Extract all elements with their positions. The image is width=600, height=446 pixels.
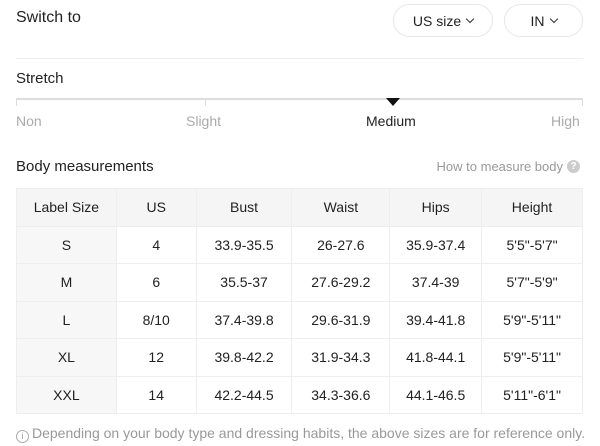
table-cell: 35.5-37 (195, 263, 293, 302)
table-cell: 41.8-44.1 (389, 338, 483, 377)
table-cell: 33.9-35.5 (195, 225, 293, 264)
table-cell: 5'5"-5'7" (481, 225, 583, 264)
info-icon: i (16, 430, 29, 443)
table-cell: 26-27.6 (291, 225, 391, 264)
table-cell: 8/10 (115, 300, 197, 339)
scale-tick (205, 98, 206, 106)
table-cell: 14 (115, 375, 197, 414)
table-cell: XXL (16, 375, 117, 414)
table-cell: L (16, 300, 117, 339)
stretch-level-slight: Slight (186, 113, 222, 129)
table-cell: 39.8-42.2 (195, 338, 293, 377)
table-row: M 6 35.5-37 27.6-29.2 37.4-39 5'7"-5'9" (16, 263, 583, 302)
footnote: i Depending on your body type and dressin… (16, 425, 585, 443)
stretch-marker-icon (386, 98, 400, 106)
stretch-title: Stretch (16, 70, 64, 87)
how-to-measure-link[interactable]: How to measure body? (437, 159, 580, 174)
table-cell: 35.9-37.4 (389, 225, 483, 264)
how-to-measure-label: How to measure body (436, 159, 563, 174)
table-cell: S (16, 225, 117, 264)
column-header: US (115, 188, 197, 227)
body-measurements-title: Body measurements (16, 158, 154, 175)
chevron-down-icon (465, 14, 475, 23)
stretch-level-medium: Medium (366, 113, 416, 129)
chevron-down-icon (549, 14, 558, 23)
table-cell: 5'7"-5'9" (481, 263, 583, 302)
table-cell: 42.2-44.5 (195, 375, 293, 414)
unit-value: IN (530, 12, 545, 29)
question-icon: ? (567, 160, 580, 173)
stretch-scale (16, 98, 583, 100)
table-cell: 39.4-41.8 (389, 300, 483, 339)
scale-tick (582, 98, 583, 106)
table-row: S 4 33.9-35.5 26-27.6 35.9-37.4 5'5"-5'7" (16, 225, 583, 264)
column-header: Bust (195, 188, 293, 227)
footnote-text: Depending on your body type and dressing… (32, 425, 586, 441)
column-header: Label Size (16, 188, 117, 227)
table-cell: 5'11"-6'1" (481, 375, 583, 414)
table-row: XXL 14 42.2-44.5 34.3-36.6 44.1-46.5 5'11"-6'… (16, 375, 583, 414)
stretch-level-high: High (551, 113, 580, 129)
size-system-value: US size (412, 12, 462, 29)
scale-tick (16, 98, 17, 106)
table-row: L 8/10 37.4-39.8 29.6-31.9 39.4-41.8 5'9"-5'1… (16, 300, 583, 339)
column-header: Height (481, 188, 583, 227)
unit-select[interactable]: IN (504, 4, 583, 37)
table-cell: 37.4-39.8 (195, 300, 293, 339)
table-cell: 31.9-34.3 (291, 338, 391, 377)
table-cell: 6 (115, 263, 197, 302)
table-header-row: Label Size US Bust Waist Hips Height (16, 188, 583, 227)
switch-to-label: Switch to (16, 9, 81, 26)
divider (16, 58, 583, 59)
column-header: Waist (291, 188, 391, 227)
size-table: Label Size US Bust Waist Hips Height S 4 33.9-3… (16, 188, 583, 414)
size-system-select[interactable]: US size (393, 4, 493, 37)
stretch-level-non: Non (16, 113, 42, 129)
table-cell: 5'9"-5'11" (481, 338, 583, 377)
table-cell: 27.6-29.2 (291, 263, 391, 302)
table-cell: 12 (115, 338, 197, 377)
table-cell: 29.6-31.9 (291, 300, 391, 339)
table-cell: XL (16, 338, 117, 377)
table-cell: 34.3-36.6 (291, 375, 391, 414)
table-cell: 4 (115, 225, 197, 264)
table-cell: 5'9"-5'11" (481, 300, 583, 339)
table-cell: 44.1-46.5 (389, 375, 483, 414)
column-header: Hips (389, 188, 483, 227)
table-row: XL 12 39.8-42.2 31.9-34.3 41.8-44.1 5'9"-5'11… (16, 338, 583, 377)
table-cell: M (16, 263, 117, 302)
table-cell: 37.4-39 (389, 263, 483, 302)
